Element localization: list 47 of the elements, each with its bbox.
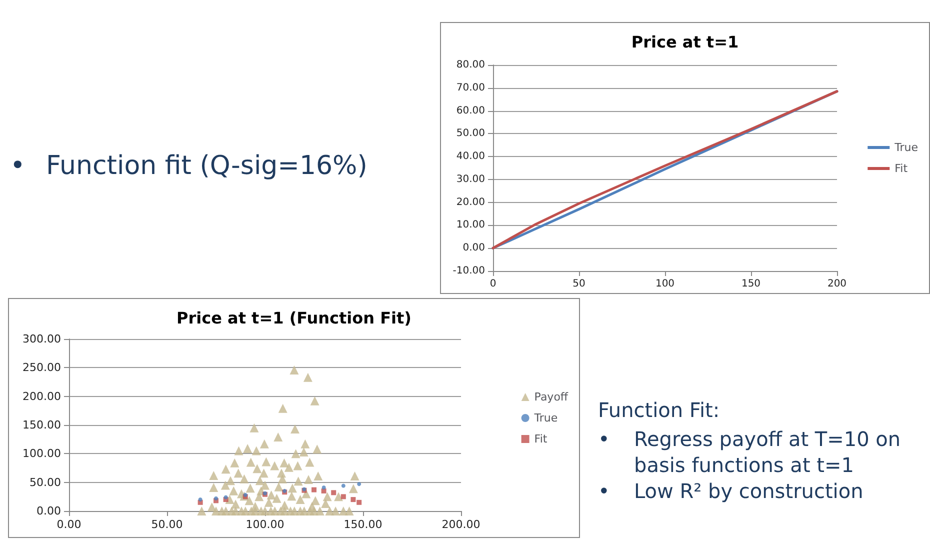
x-tick-label: 100 [655, 278, 675, 290]
point [321, 488, 326, 494]
point [198, 498, 202, 502]
point [350, 497, 356, 502]
x-tick-label: 150 [741, 278, 761, 290]
y-tick-label: 250.00 [22, 361, 61, 374]
text: • Low R² by construction [598, 479, 864, 503]
x-tick-label: 100.00 [246, 518, 284, 531]
chart-title: Price at t=1 [631, 32, 739, 52]
y-tick-label: 20.00 [456, 196, 485, 208]
y-tick-label: 70.00 [456, 82, 485, 94]
legend-label: Fit [534, 432, 548, 446]
point [357, 482, 362, 486]
y-tick-label: 40.00 [456, 151, 485, 162]
point [214, 496, 218, 500]
y-tick-label: 50.00 [456, 128, 485, 140]
x-tick-label: 150.00 [344, 518, 382, 531]
y-tick-label: 30.00 [456, 174, 485, 185]
text: • Function fit (Q-sig=16%) [10, 150, 368, 183]
point [331, 490, 336, 496]
point [356, 500, 362, 505]
x-tick-label: 50 [572, 278, 586, 290]
y-tick-label: -10.00 [452, 266, 485, 276]
x-tick-label: 50.00 [151, 518, 183, 531]
legend-label: True [533, 412, 558, 424]
point [341, 484, 346, 488]
x-tick-label: 0 [490, 278, 496, 290]
point [312, 487, 316, 492]
text: • Regress payoff at T=10 on basis functions at t=1 [598, 427, 901, 477]
legend-label: Payoff [534, 390, 568, 404]
legend-label: True [894, 141, 918, 154]
y-tick-label: 300.00 [22, 332, 61, 346]
y-tick-label: 10.00 [456, 220, 485, 231]
y-tick-label: 0.00 [36, 504, 61, 518]
y-tick-label: 80.00 [456, 60, 485, 70]
y-tick-label: 50.00 [30, 476, 61, 489]
y-tick-label: 100.00 [22, 447, 61, 460]
chart-title: Price at t=1 (Function Fit) [176, 308, 412, 328]
x-tick-label: 200 [827, 278, 847, 290]
x-tick-label: 0.00 [56, 518, 82, 531]
y-tick-label: 0.00 [462, 242, 485, 254]
point [322, 485, 326, 490]
text: Function Fit: [598, 398, 721, 422]
y-tick-label: 150.00 [22, 418, 61, 432]
legend-label: Fit [894, 162, 908, 175]
y-tick-label: 200.00 [22, 390, 61, 403]
y-tick-label: 60.00 [456, 105, 485, 116]
